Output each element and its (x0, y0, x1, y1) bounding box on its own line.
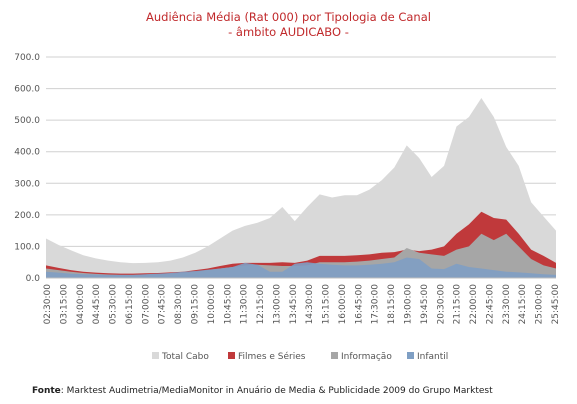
y-tick-label: 200.0 (14, 211, 40, 221)
y-tick-label: 300.0 (14, 179, 40, 189)
legend-label-4: Infantil (417, 352, 448, 362)
chart-frame: Audiência Média (Rat 000) por Tipologia … (14, 10, 561, 362)
y-tick-label: 700.0 (14, 53, 40, 63)
x-tick-label: 25:45:00 (551, 284, 561, 325)
x-tick-label: 11:30:00 (240, 284, 250, 325)
x-tick-label: 03:15:00 (59, 284, 69, 325)
legend-label-2: Filmes e Séries (238, 351, 306, 362)
y-tick-label: 400.0 (14, 148, 40, 158)
source-label: Fonte (32, 386, 61, 396)
x-tick-label: 08:30:00 (174, 284, 184, 325)
source-text: : Marktest Audimetria/MediaMonitor in An… (60, 386, 493, 396)
x-tick-label: 13:00:00 (272, 284, 282, 325)
y-tick-label: 100.0 (14, 242, 40, 252)
x-tick-label: 07:45:00 (158, 284, 168, 325)
x-tick-label: 24:15:00 (518, 284, 528, 325)
x-tick-label: 09:15:00 (190, 284, 200, 325)
x-tick-label: 19:45:00 (420, 284, 430, 325)
x-tick-label: 05:30:00 (109, 284, 119, 325)
y-tick-label: 600.0 (14, 85, 40, 95)
x-tick-label: 12:15:00 (256, 284, 266, 325)
x-tick-label: 16:45:00 (354, 284, 364, 325)
x-tick-label: 13:45:00 (289, 284, 299, 325)
series-area-1 (46, 98, 556, 278)
x-tick-label: 10:45:00 (223, 284, 233, 325)
x-tick-label: 25:00:00 (535, 284, 545, 325)
x-tick-label: 07:00:00 (141, 284, 151, 325)
y-tick-label: 500.0 (14, 116, 40, 126)
legend-swatch-2 (228, 352, 235, 359)
x-tick-label: 17:30:00 (371, 284, 381, 325)
x-tick-label: 21:15:00 (453, 284, 463, 325)
x-tick-label: 22:00:00 (469, 284, 479, 325)
x-tick-label: 20:30:00 (436, 284, 446, 325)
x-tick-label: 04:00:00 (76, 284, 86, 325)
chart-title-line2: - âmbito AUDICABO - (228, 25, 349, 39)
x-tick-label: 23:30:00 (502, 284, 512, 325)
legend-swatch-4 (407, 352, 414, 359)
x-tick-label: 14:30:00 (305, 284, 315, 325)
x-tick-label: 02:30:00 (43, 284, 53, 325)
series-area-4 (46, 257, 556, 278)
legend-swatch-1 (152, 352, 159, 359)
x-tick-label: 04:45:00 (92, 284, 102, 325)
x-tick-label: 22:45:00 (485, 284, 495, 325)
x-tick-label: 16:00:00 (338, 284, 348, 325)
y-tick-label: 0.0 (26, 274, 41, 284)
chart-title-line1: Audiência Média (Rat 000) por Tipologia … (146, 10, 431, 24)
x-tick-label: 19:00:00 (404, 284, 414, 325)
legend-label-1: Total Cabo (161, 352, 209, 362)
legend-swatch-3 (331, 352, 338, 359)
area-chart: 0.0 100.0 200.0 300.0 400.0 500.0 600.0 700.0 02… (14, 53, 561, 362)
x-tick-label: 06:15:00 (125, 284, 135, 325)
legend-label-3: Informação (341, 352, 392, 362)
x-tick-label: 15:15:00 (322, 284, 332, 325)
x-tick-label: 10:00:00 (207, 284, 217, 325)
source-note: Fonte: Marktest Audimetria/MediaMonitor … (32, 386, 493, 396)
x-tick-label: 18:15:00 (387, 284, 397, 325)
